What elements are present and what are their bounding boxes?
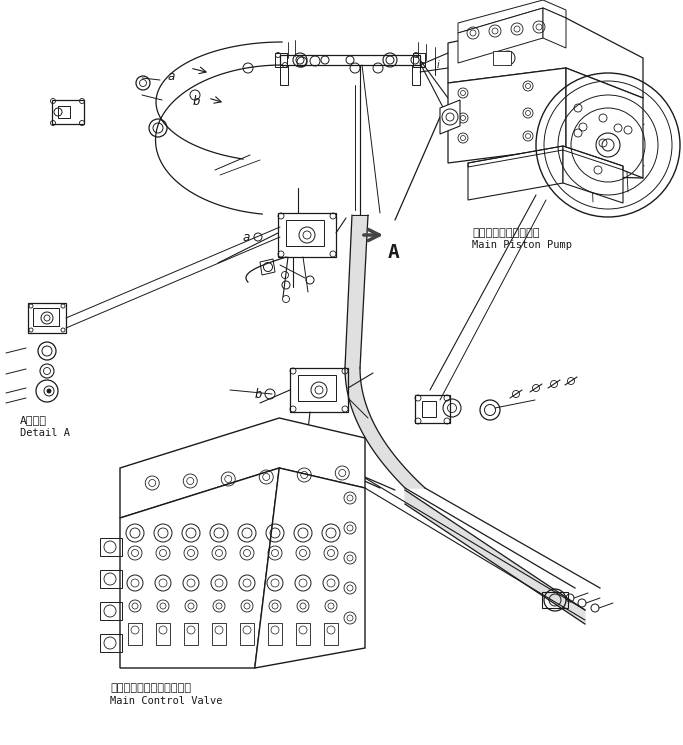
Bar (28, 303, 66, 333)
Polygon shape (120, 418, 365, 518)
Text: Main Piston Pump: Main Piston Pump (472, 240, 572, 250)
Polygon shape (405, 490, 585, 624)
Bar (422, 401, 436, 417)
Text: i: i (437, 60, 440, 70)
Bar (58, 106, 70, 118)
Text: A　詳細: A 詳細 (20, 415, 47, 425)
Polygon shape (566, 68, 643, 178)
Bar (278, 213, 336, 257)
Bar (52, 100, 84, 124)
Polygon shape (255, 468, 365, 668)
Bar (128, 623, 142, 645)
Polygon shape (345, 215, 368, 368)
Bar (290, 368, 348, 412)
Polygon shape (440, 100, 460, 134)
Text: b: b (193, 95, 201, 108)
Text: A: A (388, 243, 400, 262)
Bar (275, 53, 287, 67)
Bar (280, 65, 288, 85)
Bar (286, 220, 324, 246)
Bar (412, 65, 420, 85)
Bar (240, 623, 254, 645)
Bar (415, 395, 450, 423)
Polygon shape (543, 8, 566, 48)
Bar (280, 55, 420, 65)
Bar (100, 538, 122, 556)
Bar (184, 623, 198, 645)
Bar (542, 592, 568, 608)
Bar (156, 623, 170, 645)
Polygon shape (468, 146, 563, 200)
Bar (413, 53, 425, 67)
Circle shape (47, 389, 51, 393)
Text: a: a (168, 70, 176, 83)
Bar (324, 623, 338, 645)
Text: メインコントロールバルブ: メインコントロールバルブ (110, 683, 191, 693)
Polygon shape (120, 468, 279, 668)
Polygon shape (563, 146, 623, 203)
Text: a: a (243, 231, 251, 244)
Polygon shape (458, 8, 543, 63)
Bar (33, 308, 59, 326)
Bar (212, 623, 226, 645)
Text: b: b (255, 388, 262, 401)
Bar (100, 602, 122, 620)
Polygon shape (345, 368, 425, 488)
Bar (296, 623, 310, 645)
Bar (100, 634, 122, 652)
Text: Detail A: Detail A (20, 428, 70, 438)
Polygon shape (448, 68, 566, 163)
Bar (493, 51, 511, 65)
Bar (100, 570, 122, 588)
Text: Main Control Valve: Main Control Valve (110, 696, 223, 706)
Text: メインビストンポンプ: メインビストンポンプ (472, 228, 540, 238)
Bar (298, 375, 336, 401)
Bar (268, 623, 282, 645)
